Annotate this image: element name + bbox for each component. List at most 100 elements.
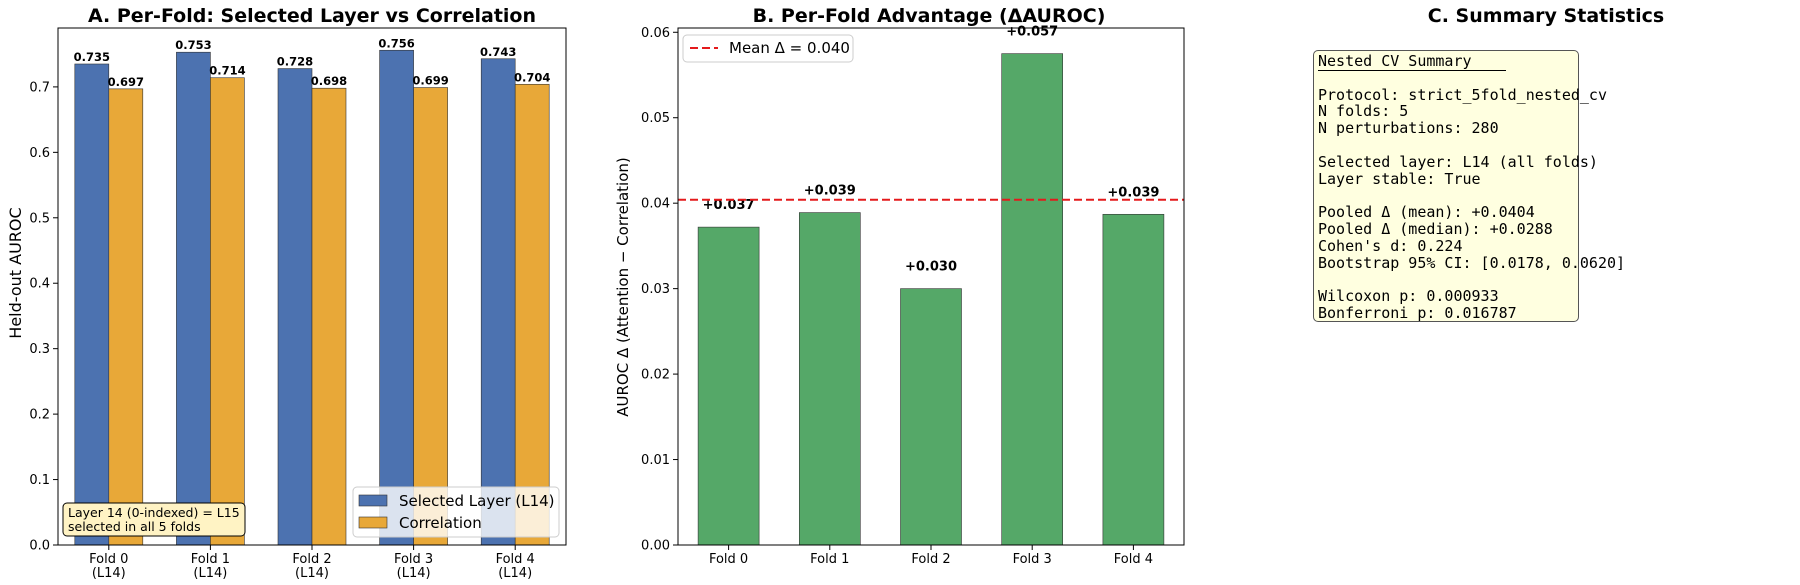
bar-delta-auroc — [697, 226, 760, 546]
bar-delta-auroc — [1102, 213, 1165, 546]
summary-line: Pooled Δ (median): +0.0288 — [1318, 219, 1553, 238]
y-tick-label: 0.00 — [641, 539, 670, 554]
legend-frame — [352, 486, 560, 538]
summary-line — [1318, 137, 1574, 154]
data-label: +0.037 — [703, 198, 755, 213]
x-tick-label: Fold 4 — [1114, 552, 1153, 567]
panel-b-plot-frame — [677, 27, 1185, 546]
y-tick-label: 0.3 — [29, 342, 50, 357]
data-label: 0.743 — [480, 45, 516, 59]
summary-statistics-box: Nested CV Summary Protocol: strict_5fold_… — [1313, 50, 1626, 322]
data-label: 0.756 — [378, 36, 414, 50]
summary-line — [1318, 187, 1574, 204]
legend-swatch-correlation — [358, 516, 388, 529]
summary-line: Pooled Δ (mean): +0.0404 — [1318, 203, 1535, 222]
y-tick-label: 0.5 — [29, 211, 50, 226]
summary-line: Bonferroni p: 0.016787 — [1318, 303, 1517, 322]
summary-line: Wilcoxon p: 0.000933 — [1318, 287, 1499, 306]
panel-a: A. Per-Fold: Selected Layer vs Correlati… — [6, 5, 567, 581]
panel-b-y-axis-label: AUROC Δ (Attention − Correlation) — [614, 157, 632, 417]
x-tick-label: Fold 0 — [89, 552, 128, 567]
data-label: 0.714 — [209, 64, 245, 78]
x-tick-label: Fold 3 — [1013, 552, 1052, 567]
x-tick-sublabel: (L14) — [397, 566, 431, 581]
data-label: 0.699 — [412, 74, 448, 88]
summary-line — [1318, 70, 1574, 87]
x-tick-label: Fold 4 — [496, 552, 535, 567]
panel-b-legend: Mean Δ = 0.040 — [682, 34, 854, 63]
x-tick-label: Fold 2 — [292, 552, 331, 567]
y-tick-label: 0.0 — [29, 539, 50, 554]
bar-delta-auroc — [798, 212, 861, 546]
bar-selected-layer — [176, 51, 211, 546]
x-tick-label: Fold 0 — [709, 552, 748, 567]
bar-correlation — [413, 87, 448, 546]
annotation-line-2: selected in all 5 folds — [68, 519, 201, 534]
summary-header-text: Nested CV Summary — [1318, 53, 1506, 71]
x-tick-sublabel: (L14) — [295, 566, 329, 581]
bar-correlation — [311, 87, 347, 546]
x-tick-label: Fold 1 — [810, 552, 849, 567]
panel-a-y-axis-label: Held-out AUROC — [6, 207, 25, 338]
data-label: 0.728 — [277, 55, 313, 69]
summary-line: Bootstrap 95% CI: [0.0178, 0.0620] — [1318, 253, 1626, 272]
x-tick-label: Fold 1 — [191, 552, 230, 567]
summary-line: N folds: 5 — [1318, 102, 1409, 121]
panel-a-title: A. Per-Fold: Selected Layer vs Correlati… — [88, 5, 536, 27]
bar-selected-layer — [277, 68, 313, 546]
bar-correlation — [108, 88, 144, 546]
panel-b-title: B. Per-Fold Advantage (ΔAUROC) — [753, 5, 1106, 27]
legend-label-correlation: Correlation — [399, 514, 482, 532]
data-label: 0.698 — [311, 74, 347, 88]
panel-a-plot-frame — [57, 27, 567, 546]
summary-line: Selected layer: L14 (all folds) — [1318, 152, 1598, 171]
data-label: +0.030 — [905, 260, 957, 275]
summary-header: Nested CV Summary — [1318, 53, 1574, 71]
panel-a-legend: Selected Layer (L14) Correlation — [352, 486, 560, 538]
data-label: +0.039 — [1107, 185, 1159, 200]
summary-line: N perturbations: 280 — [1318, 119, 1499, 138]
summary-line: Layer stable: True — [1318, 169, 1481, 188]
bar-selected-layer — [379, 49, 414, 546]
annotation-box — [62, 502, 246, 537]
y-tick-label: 0.7 — [29, 80, 50, 95]
bar-correlation — [210, 77, 245, 546]
bar-correlation — [514, 83, 550, 546]
panel-c-title: C. Summary Statistics — [1428, 5, 1664, 27]
legend-frame — [682, 34, 854, 63]
y-tick-label: 0.2 — [29, 408, 50, 423]
y-tick-label: 0.05 — [641, 111, 670, 126]
summary-line — [1318, 271, 1574, 288]
data-label: 0.753 — [175, 38, 211, 52]
y-tick-label: 0.02 — [641, 368, 670, 383]
data-label: +0.039 — [804, 184, 856, 199]
x-tick-label: Fold 2 — [911, 552, 950, 567]
x-tick-sublabel: (L14) — [92, 566, 126, 581]
y-tick-label: 0.04 — [641, 197, 670, 212]
y-tick-label: 0.4 — [29, 277, 50, 292]
panel-a-annotation: Layer 14 (0-indexed) = L15 selected in a… — [62, 502, 246, 537]
data-label: 0.704 — [514, 70, 550, 84]
legend-label-mean: Mean Δ = 0.040 — [729, 39, 850, 57]
data-label: 0.735 — [74, 50, 110, 64]
legend-swatch-selected-layer — [358, 494, 388, 507]
data-label: 0.697 — [108, 75, 144, 89]
bar-selected-layer — [74, 63, 110, 546]
legend-label-selected-layer: Selected Layer (L14) — [399, 492, 555, 510]
x-tick-sublabel: (L14) — [498, 566, 532, 581]
y-tick-label: 0.1 — [29, 473, 50, 488]
x-tick-sublabel: (L14) — [193, 566, 227, 581]
bar-delta-auroc — [900, 288, 962, 546]
y-tick-label: 0.01 — [641, 453, 670, 468]
y-tick-label: 0.06 — [641, 26, 670, 41]
summary-line: Cohen's d: 0.224 — [1318, 236, 1463, 255]
summary-line: Protocol: strict_5fold_nested_cv — [1318, 85, 1607, 104]
annotation-line-1: Layer 14 (0-indexed) = L15 — [68, 505, 240, 520]
data-label: +0.057 — [1006, 25, 1058, 40]
y-tick-label: 0.03 — [641, 282, 670, 297]
bar-delta-auroc — [1001, 53, 1064, 546]
y-tick-label: 0.6 — [29, 146, 50, 161]
x-tick-label: Fold 3 — [394, 552, 433, 567]
bar-selected-layer — [480, 58, 516, 546]
